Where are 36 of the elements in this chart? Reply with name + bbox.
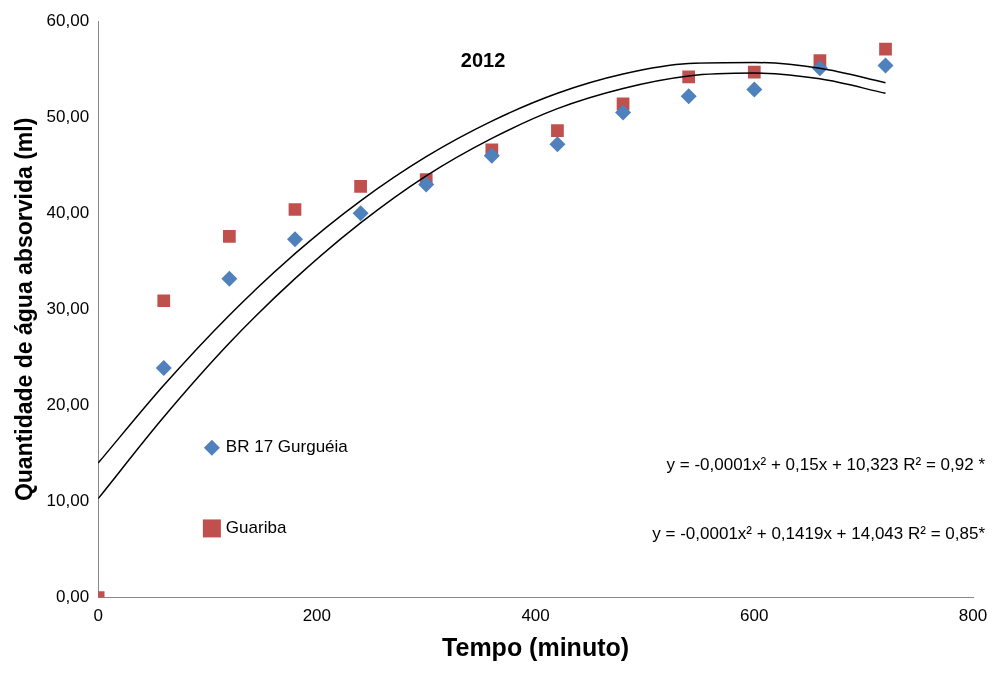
point: [879, 42, 892, 56]
point: [157, 294, 171, 308]
x-tick-label: 600: [740, 606, 769, 626]
point: [483, 147, 500, 164]
point: [223, 230, 236, 243]
y-axis-title: Quantidade de água absorvida (ml): [11, 117, 38, 502]
y-tick-label: 30,00: [46, 299, 90, 319]
y-tick-label: 10,00: [46, 491, 90, 511]
y-tick-label: 40,00: [46, 203, 90, 223]
x-axis-title: Tempo (minuto): [442, 632, 630, 661]
point: [549, 136, 566, 153]
point: [288, 203, 302, 216]
point: [354, 180, 367, 193]
point: [551, 124, 564, 138]
point: [877, 57, 894, 74]
y-tick-label: 20,00: [46, 395, 90, 415]
annotation: y = -0,0001x² + 0,1419x + 14,043 R² = 0,85*: [652, 523, 986, 543]
x-tick-label: 200: [302, 606, 332, 626]
legend-label: Guariba: [225, 518, 287, 538]
x-tick-label: 800: [958, 606, 988, 626]
point: [418, 176, 435, 193]
x-tick-label: 0: [93, 606, 103, 626]
y-tick-label: 0,00: [56, 587, 90, 607]
y-tick-label: 60,00: [46, 10, 90, 30]
point: [286, 231, 303, 248]
point: [352, 205, 369, 222]
y-tick-label: 50,00: [46, 106, 90, 126]
point: [746, 81, 763, 98]
point: [221, 270, 238, 287]
annotation: y = -0,0001x² + 0,15x + 10,323 R² = 0,92 *: [666, 454, 986, 474]
point: [680, 88, 697, 105]
legend-label: BR 17 Gurguéia: [225, 437, 349, 457]
annotation: 2012: [460, 49, 506, 72]
x-tick-label: 400: [521, 606, 550, 626]
point: [615, 104, 632, 121]
point: [155, 360, 172, 376]
